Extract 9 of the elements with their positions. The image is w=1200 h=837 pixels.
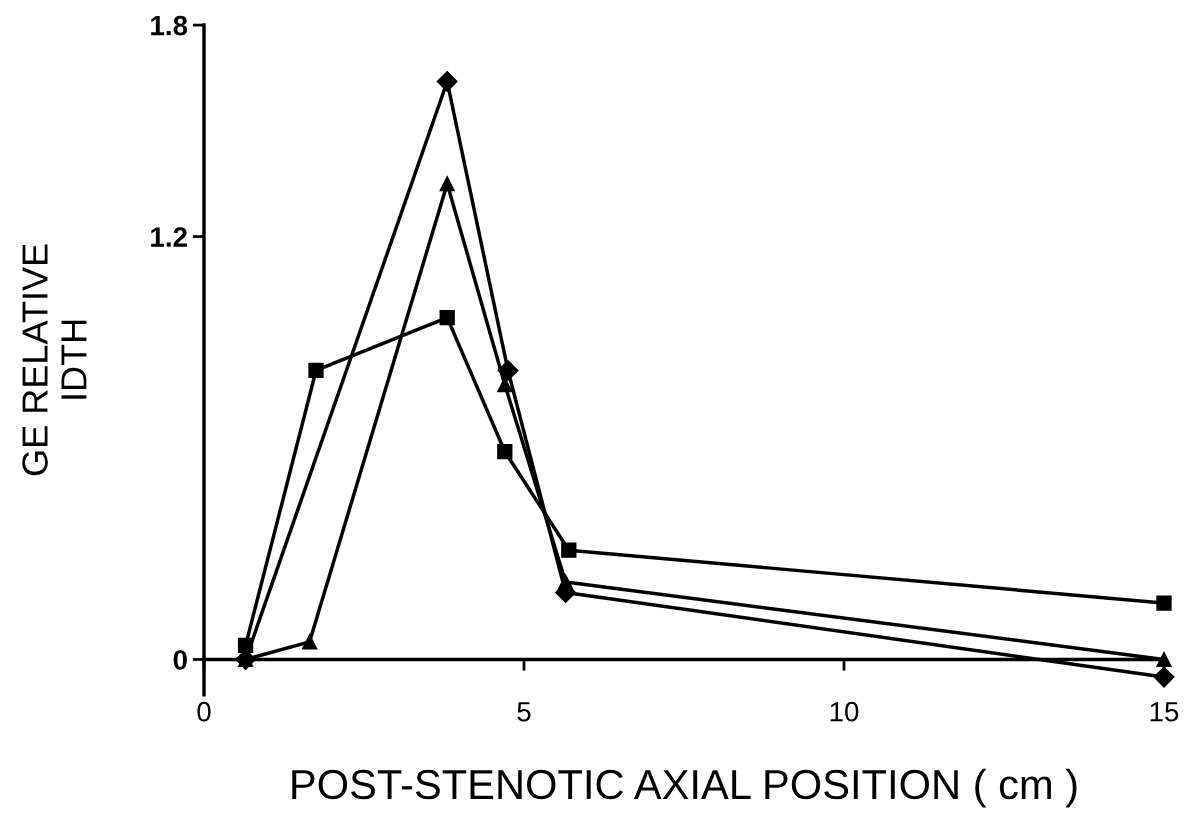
y-tick-label: 1.2: [151, 227, 187, 247]
y-tick-label: 1.8: [151, 15, 188, 36]
x-axis-title: POST-STENOTIC AXIAL POSITION ( cm ): [292, 768, 1077, 808]
x-tick-label: 15: [1150, 702, 1179, 722]
x-tick-label: 10: [830, 701, 859, 722]
x-tick-label: 5: [517, 702, 531, 722]
x-tick-label: 0: [197, 701, 211, 722]
y-tick-label: 0: [173, 650, 187, 670]
y-axis-title: GE RELATIVE IDTH: [22, 244, 87, 476]
